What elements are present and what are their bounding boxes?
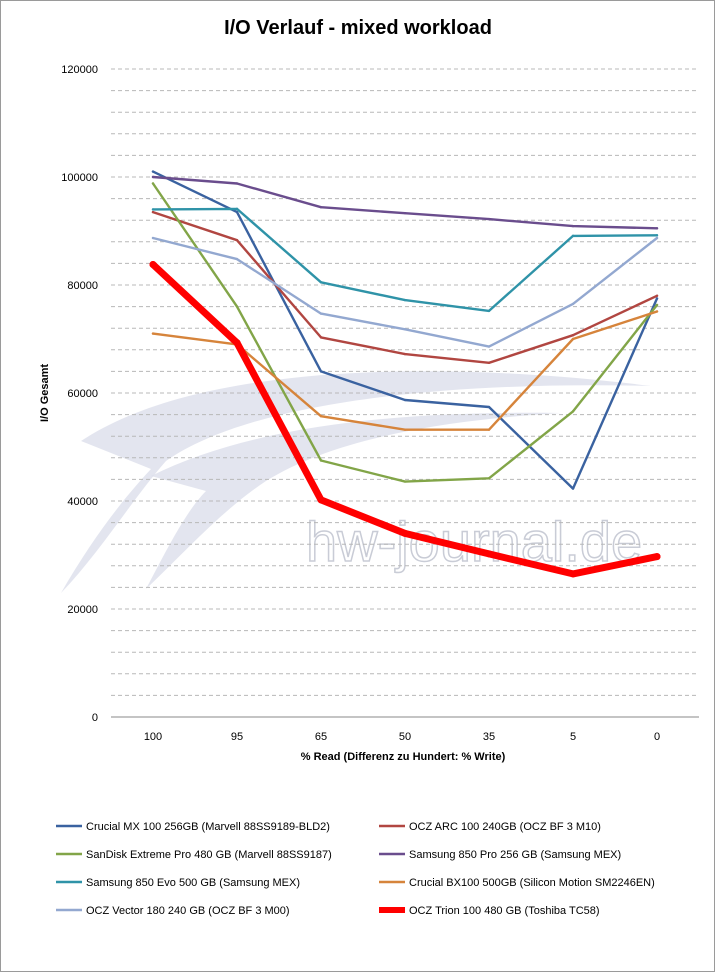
y-tick-label: 120000 <box>61 64 98 76</box>
legend-label: OCZ Vector 180 240 GB (OCZ BF 3 M00) <box>86 905 290 917</box>
data-point <box>487 405 491 409</box>
data-point <box>149 260 157 268</box>
legend-label: OCZ Trion 100 480 GB (Toshiba TC58) <box>409 905 600 917</box>
data-point <box>403 328 407 331</box>
data-point <box>571 337 575 341</box>
data-point <box>403 352 407 356</box>
legend-label: Crucial BX100 500GB (Silicon Motion SM22… <box>409 877 655 889</box>
data-point <box>401 529 409 537</box>
x-axis-label: % Read (Differenz zu Hundert: % Write) <box>301 751 506 763</box>
data-point <box>235 182 239 185</box>
data-point <box>487 477 491 480</box>
data-point <box>655 234 659 237</box>
data-point <box>655 310 659 313</box>
legend: Crucial MX 100 256GB (Marvell 88SS9189-B… <box>56 821 655 917</box>
data-point <box>655 297 659 300</box>
y-axis-ticks: 0 20000 40000 60000 80000 100000 120000 <box>61 64 98 724</box>
data-point <box>653 553 661 561</box>
data-point <box>571 487 575 490</box>
data-point <box>569 570 577 578</box>
legend-label: SanDisk Extreme Pro 480 GB (Marvell 88SS… <box>86 849 332 861</box>
data-point <box>151 182 155 185</box>
data-point <box>487 345 491 348</box>
y-tick-label: 40000 <box>67 496 98 508</box>
data-point <box>487 428 491 431</box>
x-tick-label: 100 <box>144 731 162 743</box>
data-point <box>319 206 323 209</box>
y-axis-label: I/O Gesamt <box>39 364 51 422</box>
x-tick-label: 0 <box>654 731 660 743</box>
data-point <box>655 236 659 240</box>
legend-label: Samsung 850 Evo 500 GB (Samsung MEX) <box>86 877 300 889</box>
chart-title: I/O Verlauf - mixed workload <box>224 17 492 39</box>
y-tick-label: 60000 <box>67 388 98 400</box>
x-tick-label: 50 <box>399 731 411 743</box>
series-lines <box>149 170 661 578</box>
data-point <box>319 415 323 418</box>
data-point <box>655 303 659 307</box>
y-tick-label: 0 <box>92 712 98 724</box>
data-point <box>571 410 575 413</box>
data-point <box>571 334 575 337</box>
data-point <box>485 550 493 558</box>
data-point <box>571 302 575 306</box>
y-tick-label: 100000 <box>61 172 98 184</box>
data-point <box>319 370 323 373</box>
data-point <box>571 234 575 238</box>
data-point <box>319 459 323 462</box>
data-point <box>235 305 239 308</box>
data-point <box>235 210 239 214</box>
watermark-swoosh-upper <box>61 371 651 593</box>
data-point <box>403 480 407 483</box>
data-point <box>233 339 241 347</box>
watermark-swoosh-lower <box>146 412 561 589</box>
data-point <box>403 428 407 431</box>
legend-label: Crucial MX 100 256GB (Marvell 88SS9189-B… <box>86 821 330 833</box>
data-point <box>403 211 407 215</box>
data-point <box>319 336 323 339</box>
y-tick-label: 20000 <box>67 604 98 616</box>
data-point <box>151 210 155 214</box>
data-point <box>151 208 155 211</box>
x-tick-label: 95 <box>231 731 243 743</box>
y-tick-label: 80000 <box>67 280 98 292</box>
data-point <box>151 175 155 179</box>
data-point <box>317 496 325 504</box>
x-tick-label: 35 <box>483 731 495 743</box>
hw-journal-watermark: hw-journal.de <box>61 371 651 593</box>
data-point <box>655 294 659 297</box>
data-point <box>487 361 491 364</box>
data-point <box>319 312 323 315</box>
watermark-text: hw-journal.de <box>306 510 642 573</box>
x-tick-label: 5 <box>570 731 576 743</box>
data-point <box>487 309 491 313</box>
data-point <box>403 398 407 402</box>
data-point <box>571 224 575 228</box>
x-tick-label: 65 <box>315 731 327 743</box>
legend-label: OCZ ARC 100 240GB (OCZ BF 3 M10) <box>409 821 601 833</box>
data-point <box>151 236 155 240</box>
data-point <box>235 207 239 211</box>
data-point <box>235 238 239 242</box>
data-point <box>655 227 659 230</box>
data-point <box>151 332 155 335</box>
data-point <box>487 217 491 221</box>
data-point <box>319 281 323 284</box>
grid-lines <box>111 68 699 696</box>
data-point <box>403 298 407 302</box>
data-point <box>235 257 239 261</box>
legend-label: Samsung 850 Pro 256 GB (Samsung MEX) <box>409 849 621 861</box>
x-axis-ticks: 100 95 65 50 35 5 0 <box>144 731 660 743</box>
data-point <box>151 170 155 173</box>
